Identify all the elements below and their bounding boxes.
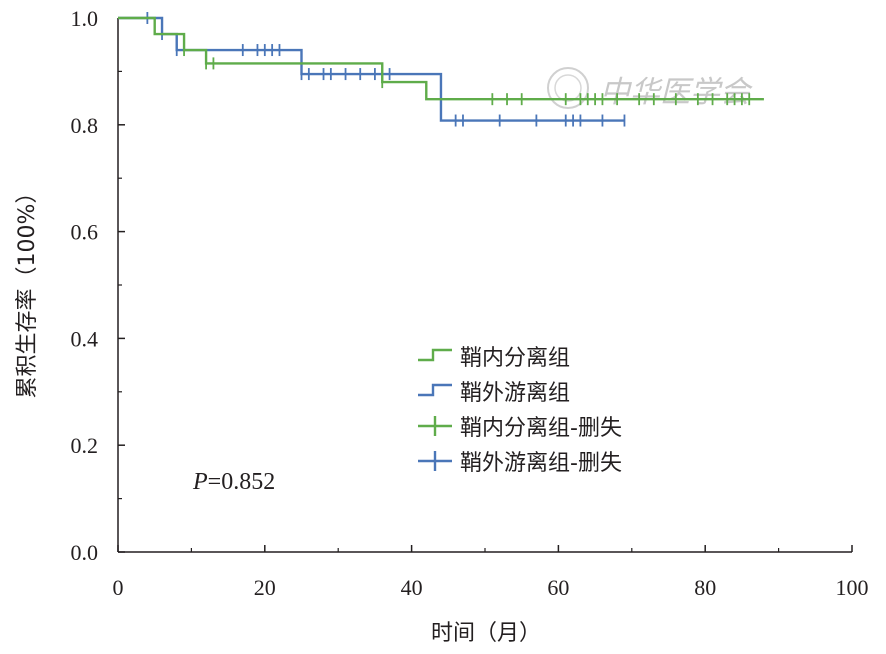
- series-layer: [118, 12, 764, 127]
- legend-step-swatch: [418, 348, 452, 362]
- series-line-intrasheath: [118, 16, 764, 101]
- watermark-seal-inner: [554, 74, 582, 102]
- x-tick-label: 0: [113, 575, 124, 600]
- legend-step-swatch: [418, 383, 452, 397]
- x-tick-label: 80: [694, 575, 716, 600]
- y-tick-label: 0.4: [71, 326, 99, 351]
- ticks: 0 20 40 60 80 100 0.0 0.2 0.4 0.6 0.8 1.0: [71, 6, 869, 600]
- x-tick-label: 20: [254, 575, 276, 600]
- y-tick-label: 0.0: [71, 540, 99, 565]
- x-axis-label: 时间（月）: [431, 621, 541, 646]
- legend-label: 鞘内分离组: [460, 346, 570, 371]
- y-tick-label: 0.6: [71, 220, 99, 245]
- legend-label: 鞘外游离组-删失: [460, 451, 622, 476]
- y-tick-label: 1.0: [71, 6, 99, 31]
- x-tick-label: 40: [401, 575, 423, 600]
- p-value-number: =0.852: [208, 469, 276, 495]
- series-line-extrasheath: [118, 16, 625, 122]
- watermark-seal: [547, 67, 589, 109]
- y-tick-label: 0.8: [71, 113, 99, 138]
- legend-label: 鞘内分离组-删失: [460, 416, 622, 441]
- x-tick-label: 100: [836, 575, 869, 600]
- x-tick-label: 60: [547, 575, 569, 600]
- p-value-symbol: P: [192, 469, 208, 495]
- legend-label: 鞘外游离组: [460, 381, 570, 406]
- p-value-annotation: P=0.852: [192, 469, 275, 495]
- y-axis-label: 累积生存率（100%）: [15, 182, 40, 399]
- y-tick-label: 0.2: [71, 433, 99, 458]
- watermark: 中华医学会: [547, 67, 753, 110]
